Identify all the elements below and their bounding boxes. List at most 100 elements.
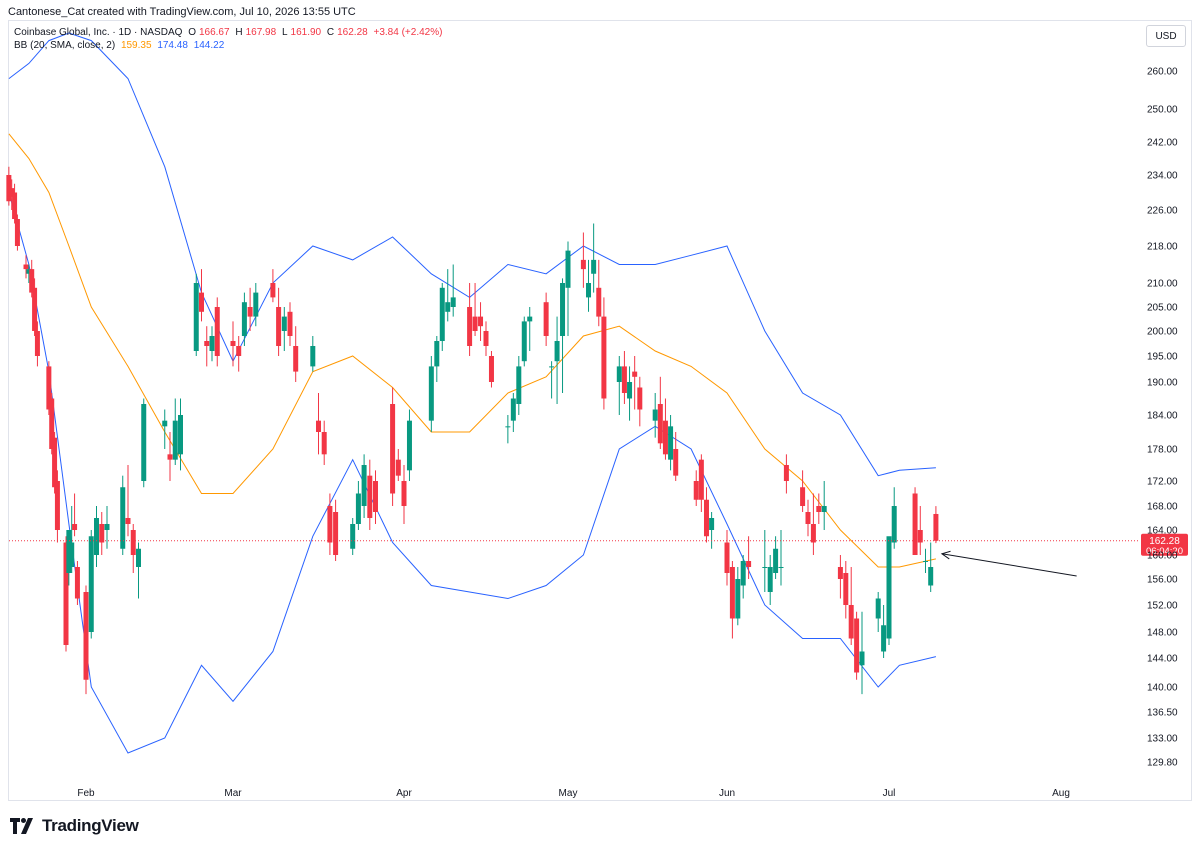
candle[interactable]: [800, 470, 806, 512]
candle[interactable]: [72, 493, 78, 537]
candle[interactable]: [735, 567, 741, 626]
candle[interactable]: [34, 321, 40, 367]
candle[interactable]: [214, 297, 220, 367]
candle[interactable]: [23, 255, 29, 279]
candle[interactable]: [591, 223, 597, 293]
candle[interactable]: [136, 542, 141, 599]
candle[interactable]: [616, 356, 622, 415]
candle[interactable]: [912, 487, 918, 555]
candle[interactable]: [69, 506, 75, 573]
candle[interactable]: [516, 356, 522, 415]
candle[interactable]: [401, 465, 407, 524]
candle[interactable]: [510, 393, 516, 432]
candle[interactable]: [209, 326, 215, 362]
candle[interactable]: [241, 292, 247, 346]
candle[interactable]: [527, 307, 533, 351]
candle[interactable]: [778, 530, 784, 586]
candle[interactable]: [428, 356, 434, 432]
candle[interactable]: [729, 561, 735, 639]
candle[interactable]: [253, 283, 259, 327]
candle[interactable]: [14, 214, 20, 251]
candle[interactable]: [99, 512, 105, 555]
currency-selector[interactable]: USD: [1146, 25, 1186, 47]
candle[interactable]: [6, 166, 12, 206]
candle[interactable]: [472, 283, 478, 336]
candle[interactable]: [928, 542, 934, 593]
candle[interactable]: [141, 398, 147, 488]
candle[interactable]: [373, 470, 378, 524]
candle[interactable]: [445, 269, 451, 322]
candle[interactable]: [837, 555, 843, 599]
candle[interactable]: [88, 530, 94, 639]
candle[interactable]: [395, 449, 401, 481]
candle[interactable]: [74, 561, 80, 605]
candle[interactable]: [49, 393, 55, 455]
candle[interactable]: [668, 415, 674, 471]
candle[interactable]: [565, 241, 571, 337]
candle[interactable]: [172, 398, 178, 466]
candle[interactable]: [29, 259, 35, 298]
candle[interactable]: [83, 585, 89, 695]
candle[interactable]: [167, 432, 173, 481]
candle[interactable]: [355, 481, 361, 530]
candle[interactable]: [554, 316, 560, 404]
candle[interactable]: [276, 287, 282, 356]
candle[interactable]: [327, 493, 333, 556]
candle[interactable]: [390, 387, 396, 507]
candle[interactable]: [130, 524, 136, 573]
candle[interactable]: [333, 499, 339, 561]
candle[interactable]: [12, 183, 18, 224]
candle[interactable]: [9, 179, 15, 210]
candle[interactable]: [505, 415, 511, 444]
candle[interactable]: [94, 506, 99, 567]
candle[interactable]: [204, 326, 210, 367]
candle[interactable]: [703, 487, 709, 543]
candle[interactable]: [632, 356, 638, 410]
candle[interactable]: [637, 376, 643, 427]
candle[interactable]: [709, 512, 715, 549]
candle[interactable]: [740, 555, 746, 599]
candle[interactable]: [310, 336, 316, 372]
candle[interactable]: [773, 536, 779, 579]
candle[interactable]: [848, 567, 854, 645]
candle[interactable]: [886, 536, 892, 645]
candle[interactable]: [821, 481, 827, 530]
candle[interactable]: [521, 316, 527, 367]
candle[interactable]: [32, 278, 38, 336]
candle[interactable]: [270, 269, 276, 303]
candle[interactable]: [63, 536, 69, 652]
candle[interactable]: [350, 518, 356, 555]
candle[interactable]: [580, 232, 586, 288]
candle[interactable]: [406, 409, 412, 482]
candle[interactable]: [854, 611, 860, 680]
candle[interactable]: [805, 499, 811, 537]
arrow-annotation[interactable]: [940, 550, 1077, 577]
candle[interactable]: [66, 530, 72, 586]
candle[interactable]: [247, 287, 253, 331]
candle[interactable]: [810, 493, 816, 556]
candle[interactable]: [843, 561, 849, 619]
candle[interactable]: [596, 259, 602, 327]
candle[interactable]: [361, 454, 367, 518]
candle[interactable]: [193, 273, 199, 356]
candle[interactable]: [125, 465, 131, 537]
candle[interactable]: [162, 409, 168, 450]
candle[interactable]: [698, 454, 704, 512]
candle[interactable]: [673, 432, 679, 481]
candle[interactable]: [586, 259, 592, 312]
candle[interactable]: [439, 283, 445, 351]
candle[interactable]: [767, 555, 773, 605]
candle[interactable]: [543, 292, 549, 346]
candle[interactable]: [434, 336, 440, 382]
candle[interactable]: [724, 530, 730, 586]
candle[interactable]: [762, 530, 768, 592]
candle[interactable]: [549, 361, 555, 399]
candle[interactable]: [621, 351, 627, 404]
candle[interactable]: [657, 376, 663, 449]
candle[interactable]: [321, 420, 327, 465]
candle[interactable]: [693, 470, 699, 506]
candle[interactable]: [875, 592, 881, 632]
candle[interactable]: [627, 366, 633, 421]
candle[interactable]: [450, 264, 456, 317]
